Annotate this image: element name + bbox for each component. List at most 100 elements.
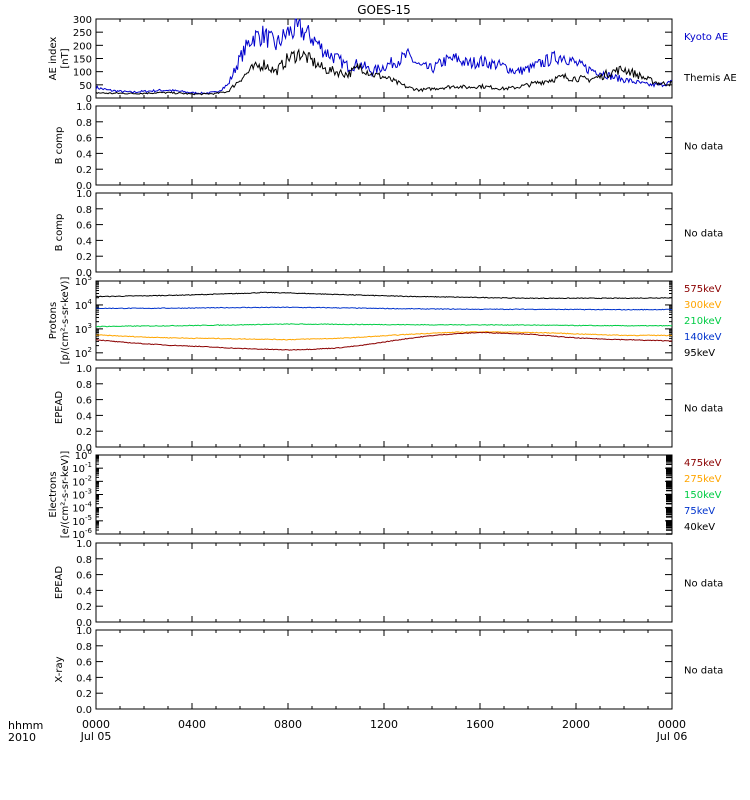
y-axis-label: [e/(cm²-s-sr-keV)] <box>60 451 71 539</box>
panel-frame <box>96 19 672 98</box>
legend-entry: 140keV <box>684 332 722 343</box>
y-tick-label: 0.6 <box>76 221 92 232</box>
legend-entry: Kyoto AE <box>684 32 728 43</box>
y-tick-label: 0.8 <box>76 555 92 566</box>
y-tick-label-base: 10 <box>72 504 85 515</box>
y-tick-label: 0.8 <box>76 380 92 391</box>
y-tick-label-base: 10 <box>72 477 85 488</box>
panel-b1: 0.00.20.40.60.81.0B comp No data <box>54 102 723 192</box>
y-tick-label-base: 10 <box>72 517 85 528</box>
y-tick-label-base: 10 <box>75 301 88 312</box>
y-axis-label: EPEAD <box>54 391 65 425</box>
series-line-575kev <box>96 332 672 350</box>
y-tick-label: 0.0 <box>76 705 92 716</box>
panel-b2: 0.0 0.2 0.4 0.6 0.8 1.0 B comp No data <box>54 189 723 279</box>
panel-epead1: 0.0 0.2 0.4 0.6 0.8 1.0 EPEAD No data <box>54 364 723 454</box>
y-tick-label-exponent: -5 <box>85 514 92 522</box>
panel-ae: 0 50 100 150 200 250 300 AE index [nT] Kyoto AE Th… <box>48 15 737 105</box>
panel-epead2: 0.0 0.2 0.4 0.6 0.8 1.0 EPEAD No data <box>54 539 723 629</box>
legend-entry: No data <box>684 229 723 240</box>
y-tick-label: 0.6 <box>76 396 92 407</box>
legend-entry: 40keV <box>684 522 715 533</box>
x-tick-sublabel: Jul 05 <box>80 730 112 743</box>
y-tick-label-exponent: 3 <box>88 322 92 330</box>
y-tick-label: 100 <box>75 448 92 462</box>
series-line-140kev <box>96 307 672 310</box>
y-tick-label: 1.0 <box>76 539 92 550</box>
y-tick-label: 0.8 <box>76 642 92 653</box>
panel-frame <box>96 455 672 534</box>
x-tick-label: 2000 <box>562 718 590 731</box>
legend-entry: No data <box>684 579 723 590</box>
y-tick-label: 102 <box>75 346 92 360</box>
y-tick-label: 0.4 <box>76 236 92 247</box>
y-tick-label: 10-5 <box>72 514 92 528</box>
panel-frame <box>96 193 672 272</box>
x-tick-sublabel: Jul 06 <box>656 730 688 743</box>
y-tick-label: 50 <box>79 81 92 92</box>
y-tick-label: 1.0 <box>76 189 92 200</box>
legend-entry: No data <box>684 666 723 677</box>
y-tick-label-exponent: 0 <box>88 448 92 456</box>
goes-15-stack-plot: GOES-15 050100150200250300AE index [nT]Ky… <box>0 0 750 800</box>
series-line-210kev <box>96 324 672 327</box>
y-axis-label: EPEAD <box>54 566 65 600</box>
y-tick-label: 0.6 <box>76 134 92 145</box>
series-line-themis-ae <box>96 50 672 95</box>
y-tick-label: 0.6 <box>76 571 92 582</box>
legend-entry: No data <box>684 142 723 153</box>
y-tick-label: 0.8 <box>76 118 92 129</box>
legend-entry: Themis AE <box>683 73 737 84</box>
y-axis-label: Electrons <box>48 471 59 517</box>
y-tick-label-base: 10 <box>75 277 88 288</box>
y-tick-label-base: 10 <box>75 349 88 360</box>
legend-entry: 300keV <box>684 300 722 311</box>
y-tick-label: 0.6 <box>76 658 92 669</box>
y-tick-label: 0.4 <box>76 149 92 160</box>
y-tick-label-base: 10 <box>75 325 88 336</box>
legend-entry: 210keV <box>684 316 722 327</box>
y-tick-label: 0.2 <box>76 689 92 700</box>
series-line-95kev <box>96 292 672 298</box>
y-tick-label: 0.2 <box>76 602 92 613</box>
panel-frame <box>96 630 672 709</box>
series-line-kyoto-ae <box>96 19 672 94</box>
y-tick-label-exponent: 4 <box>88 298 93 306</box>
y-tick-label: 300 <box>73 15 92 26</box>
y-axis-label: B comp <box>54 127 65 165</box>
legend-entry: 475keV <box>684 458 722 469</box>
y-tick-label: 10-4 <box>72 501 92 515</box>
y-tick-label: 100 <box>73 68 92 79</box>
y-axis-label: B comp <box>54 214 65 252</box>
y-tick-label-base: 10 <box>75 451 88 462</box>
y-tick-label-base: 10 <box>72 464 85 475</box>
x-tick-label: 1600 <box>466 718 494 731</box>
y-tick-label: 1.0 <box>76 364 92 375</box>
y-axis-label: [nT] <box>60 48 71 68</box>
y-tick-label-exponent: -1 <box>85 461 92 469</box>
y-tick-label: 0.4 <box>76 586 92 597</box>
x-tick-label: 1200 <box>370 718 398 731</box>
legend-entry: No data <box>684 404 723 415</box>
legend-entry: 95keV <box>684 348 715 359</box>
y-tick-label: 200 <box>73 41 92 52</box>
x-axis-row2-label: 2010 <box>8 731 36 744</box>
series-line-300kev <box>96 332 672 341</box>
y-tick-label: 0.2 <box>76 165 92 176</box>
y-tick-label-exponent: -6 <box>85 527 93 535</box>
y-tick-label: 0.2 <box>76 427 92 438</box>
chart-title: GOES-15 <box>357 3 411 17</box>
x-tick-label: 0800 <box>274 718 302 731</box>
panel-frame <box>96 368 672 447</box>
y-axis-label: X-ray <box>54 656 65 682</box>
y-axis-label: [p/(cm²-s-sr-keV)] <box>60 277 71 365</box>
panel-xray: 0.00.20.40.60.81.0X-ray No data <box>54 626 723 716</box>
y-tick-label-exponent: 5 <box>88 274 92 282</box>
y-tick-label-exponent: -4 <box>85 501 93 509</box>
y-tick-label-base: 10 <box>72 491 85 502</box>
y-tick-label-exponent: -3 <box>85 488 92 496</box>
y-tick-label: 0.2 <box>76 252 92 263</box>
y-tick-label: 103 <box>75 322 92 336</box>
